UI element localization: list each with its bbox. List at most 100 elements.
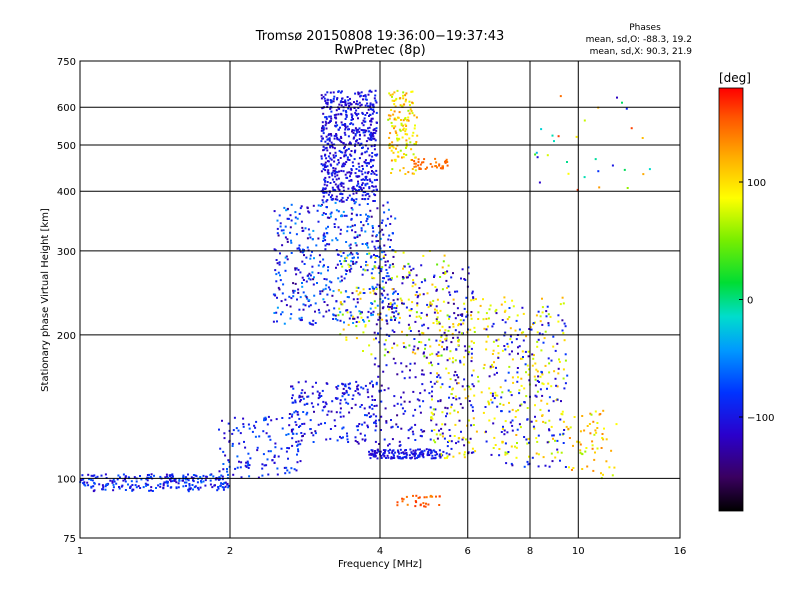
data-point <box>495 308 498 311</box>
data-point <box>388 335 391 337</box>
data-point <box>388 117 391 120</box>
data-point <box>345 273 348 276</box>
data-point <box>417 448 419 451</box>
data-point <box>418 399 421 402</box>
data-point <box>353 256 355 259</box>
data-point <box>544 421 547 424</box>
data-point <box>382 370 385 373</box>
data-point <box>415 501 418 504</box>
data-point <box>402 267 404 270</box>
data-point <box>583 176 586 179</box>
data-point <box>357 162 360 165</box>
data-point <box>329 212 332 215</box>
data-point <box>381 301 384 304</box>
data-point <box>202 480 205 483</box>
data-point <box>274 269 277 272</box>
data-point <box>445 337 448 340</box>
data-point <box>327 193 330 196</box>
data-point <box>349 107 352 110</box>
data-point <box>331 400 334 403</box>
data-point <box>264 417 267 420</box>
data-point <box>397 137 400 140</box>
data-point <box>535 395 538 398</box>
data-point <box>362 387 365 390</box>
chart-subtitle: RwPretec (8p) <box>334 43 425 58</box>
data-point <box>406 119 408 122</box>
data-point <box>345 199 348 201</box>
data-point <box>294 267 297 270</box>
data-point <box>426 453 429 456</box>
data-point <box>135 480 138 483</box>
data-point <box>369 457 372 460</box>
data-point <box>355 198 358 201</box>
data-point <box>331 294 334 297</box>
data-point <box>369 180 372 183</box>
data-point <box>375 169 378 172</box>
data-point <box>466 424 469 427</box>
data-point <box>364 94 367 97</box>
data-point <box>304 227 307 230</box>
data-point <box>311 250 313 253</box>
data-point <box>356 316 359 319</box>
data-point <box>302 397 305 400</box>
data-point <box>322 145 325 148</box>
data-point <box>400 396 402 399</box>
data-point <box>345 214 348 217</box>
data-point <box>325 200 328 203</box>
data-point <box>530 328 533 331</box>
data-point <box>413 338 416 340</box>
data-point <box>404 94 407 97</box>
data-point <box>333 114 336 117</box>
data-point <box>281 311 284 314</box>
data-point <box>352 123 355 126</box>
data-point <box>390 149 393 152</box>
data-point <box>334 151 337 154</box>
data-point <box>336 163 339 166</box>
data-point <box>537 338 540 341</box>
data-point <box>285 209 288 212</box>
data-point <box>348 411 351 414</box>
data-point <box>267 473 270 476</box>
data-point <box>432 449 435 452</box>
data-point <box>434 408 437 411</box>
data-point <box>274 249 277 252</box>
data-point <box>343 277 346 280</box>
data-point <box>329 157 332 160</box>
data-point <box>139 487 142 489</box>
data-point <box>284 236 287 239</box>
data-point <box>413 143 416 146</box>
data-point <box>358 234 361 237</box>
data-point <box>328 309 331 312</box>
data-point <box>433 274 436 277</box>
data-point <box>339 139 342 142</box>
data-point <box>328 133 331 136</box>
data-point <box>271 459 274 462</box>
data-point <box>408 137 411 140</box>
data-point <box>373 97 376 100</box>
data-point <box>410 148 413 151</box>
data-point <box>349 153 352 156</box>
data-point <box>313 294 316 297</box>
data-point <box>301 282 303 284</box>
data-point <box>294 410 297 413</box>
grid-lines <box>80 61 680 538</box>
data-point <box>349 175 351 178</box>
data-point <box>291 401 294 404</box>
data-point <box>396 504 399 507</box>
data-point <box>412 348 415 351</box>
data-point <box>336 138 339 141</box>
data-point <box>196 486 199 489</box>
data-point <box>552 335 555 338</box>
data-point <box>311 265 314 268</box>
data-point <box>376 255 379 257</box>
data-point <box>362 167 364 170</box>
data-point <box>350 169 353 172</box>
data-point <box>551 460 554 463</box>
data-point <box>521 306 524 309</box>
data-point <box>322 129 325 132</box>
data-point <box>523 436 526 438</box>
data-point <box>383 354 386 357</box>
data-point <box>384 339 387 342</box>
data-point <box>192 480 195 483</box>
data-point <box>371 276 374 279</box>
